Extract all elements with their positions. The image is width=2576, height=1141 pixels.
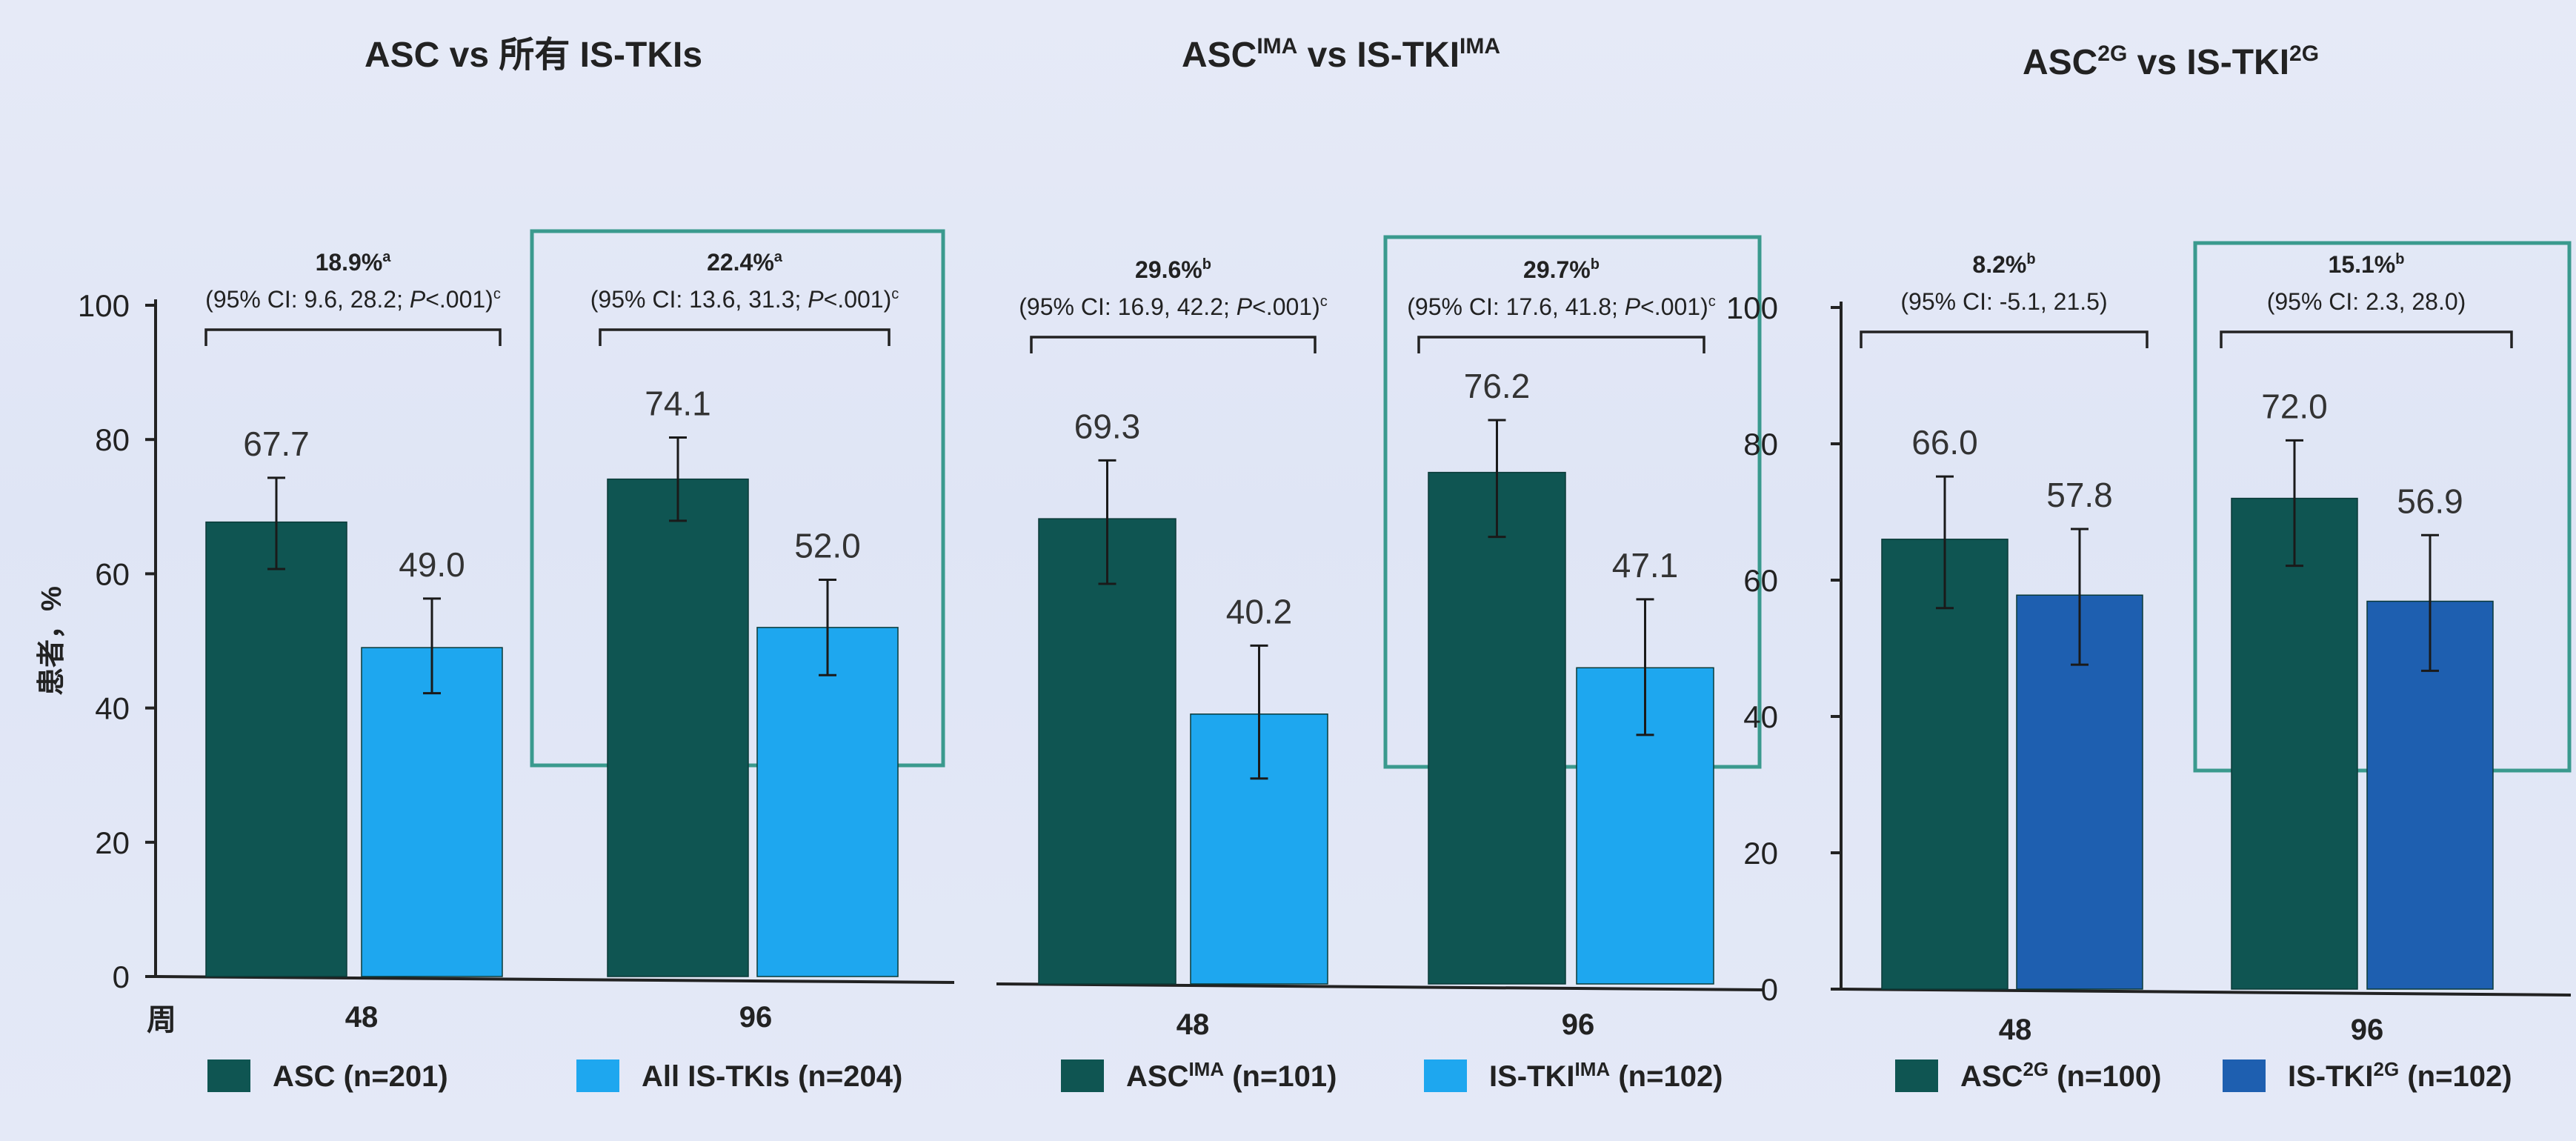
legend-label: ASC (n=201) (273, 1060, 448, 1093)
bar-asc-48 (1881, 539, 2008, 990)
bar-asc-96 (1428, 471, 1566, 985)
chart-title: ASC2G vs IS-TKI2G (2023, 41, 2319, 82)
legend-swatch (1895, 1060, 1938, 1092)
confidence-interval: (95% CI: -5.1, 21.5) (1900, 288, 2107, 315)
chart-panel-3: ASC2G vs IS-TKI2G 0 20 40 60 80 100 66.0 57.8 48 8… (1726, 41, 2572, 1093)
difference-bracket (599, 328, 891, 346)
difference-value: 18.9%a (316, 249, 392, 276)
x-axis-line (1840, 988, 2572, 997)
y-tick-label: 100 (1726, 290, 1778, 325)
bar-asc-48 (205, 521, 347, 977)
chart-panel-1: ASC vs 所有 IS-TKIs 0 20 40 60 80 100 患者，% 67.7 49.… (36, 36, 955, 1093)
y-tick-label: 0 (1761, 972, 1778, 1007)
difference-value: 29.7%b (1523, 256, 1600, 283)
difference-bracket (1030, 336, 1317, 353)
difference-bracket (204, 328, 502, 346)
y-tick-label: 20 (95, 825, 130, 860)
y-tick-label: 60 (1743, 563, 1778, 598)
data-label: 76.2 (1464, 367, 1531, 405)
week-label-96: 96 (2351, 1014, 2384, 1046)
week-label-96: 96 (1562, 1008, 1595, 1041)
bar-asc-48 (1038, 518, 1176, 985)
data-label: 56.9 (2397, 482, 2463, 520)
difference-value: 15.1%b (2329, 251, 2405, 278)
y-tick-label: 40 (95, 691, 130, 726)
y-tick-label: 100 (78, 288, 130, 323)
y-tick-label: 80 (95, 422, 130, 457)
confidence-interval: (95% CI: 2.3, 28.0) (2267, 288, 2466, 315)
data-label: 72.0 (2261, 387, 2328, 425)
legend-swatch (2223, 1060, 2266, 1092)
confidence-interval: (95% CI: 16.9, 42.2; P<.001)c (1019, 293, 1327, 320)
highlight-box-96 (1383, 235, 1762, 769)
difference-value: 8.2%b (1972, 251, 2035, 278)
data-label: 52.0 (794, 527, 861, 565)
data-label: 69.3 (1074, 407, 1141, 445)
legend-swatch (1424, 1060, 1467, 1092)
data-label: 47.1 (1612, 546, 1679, 585)
legend-label: IS-TKIIMA (n=102) (1489, 1058, 1723, 1093)
legend-label: ASCIMA (n=101) (1126, 1058, 1337, 1093)
difference-value: 22.4%a (707, 249, 783, 276)
y-tick-label: 60 (95, 556, 130, 591)
legend-label: All IS-TKIs (n=204) (642, 1060, 902, 1093)
x-axis-line (155, 975, 955, 984)
legend-label: ASC2G (n=100) (1960, 1058, 2161, 1093)
chart-title: ASCIMA vs IS-TKIIMA (1182, 34, 1500, 75)
chart-title: ASC vs 所有 IS-TKIs (365, 36, 702, 75)
week-axis-label: 周 (147, 1004, 176, 1037)
difference-bracket (1417, 336, 1705, 353)
data-label: 57.8 (2046, 476, 2113, 514)
data-label: 66.0 (1911, 423, 1978, 462)
confidence-interval: (95% CI: 9.6, 28.2; P<.001)c (205, 286, 501, 313)
y-axis-label: 患者，% (36, 586, 67, 696)
week-label-48: 48 (345, 1001, 379, 1034)
bar-is-tki-48 (361, 647, 503, 977)
week-label-96: 96 (739, 1001, 773, 1034)
data-label: 49.0 (399, 545, 465, 584)
confidence-interval: (95% CI: 17.6, 41.8; P<.001)c (1407, 293, 1715, 320)
legend-label: IS-TKI2G (n=102) (2288, 1058, 2512, 1093)
bar-is-tki-96 (756, 627, 899, 977)
legend-swatch (1061, 1060, 1104, 1092)
difference-bracket (2220, 330, 2513, 348)
legend-swatch (207, 1060, 250, 1092)
chart-panel-2: ASCIMA vs IS-TKIIMA 69.3 40.2 48 29.6%b (95% … (996, 34, 1764, 1093)
week-label-48: 48 (1999, 1014, 2032, 1046)
bar-asc-96 (2231, 497, 2358, 990)
data-label: 74.1 (645, 384, 711, 422)
legend-swatch (576, 1060, 619, 1092)
data-label: 67.7 (243, 425, 310, 463)
y-tick-label: 0 (113, 959, 130, 994)
x-axis-line (996, 982, 1764, 991)
week-label-48: 48 (1176, 1008, 1210, 1041)
y-tick-label: 20 (1743, 836, 1778, 871)
data-label: 40.2 (1226, 592, 1293, 631)
y-tick-label: 80 (1743, 427, 1778, 462)
difference-bracket (1860, 330, 2149, 348)
bar-asc-96 (607, 478, 749, 977)
difference-value: 29.6%b (1135, 256, 1211, 283)
y-tick-label: 40 (1743, 699, 1778, 734)
confidence-interval: (95% CI: 13.6, 31.3; P<.001)c (590, 286, 899, 313)
